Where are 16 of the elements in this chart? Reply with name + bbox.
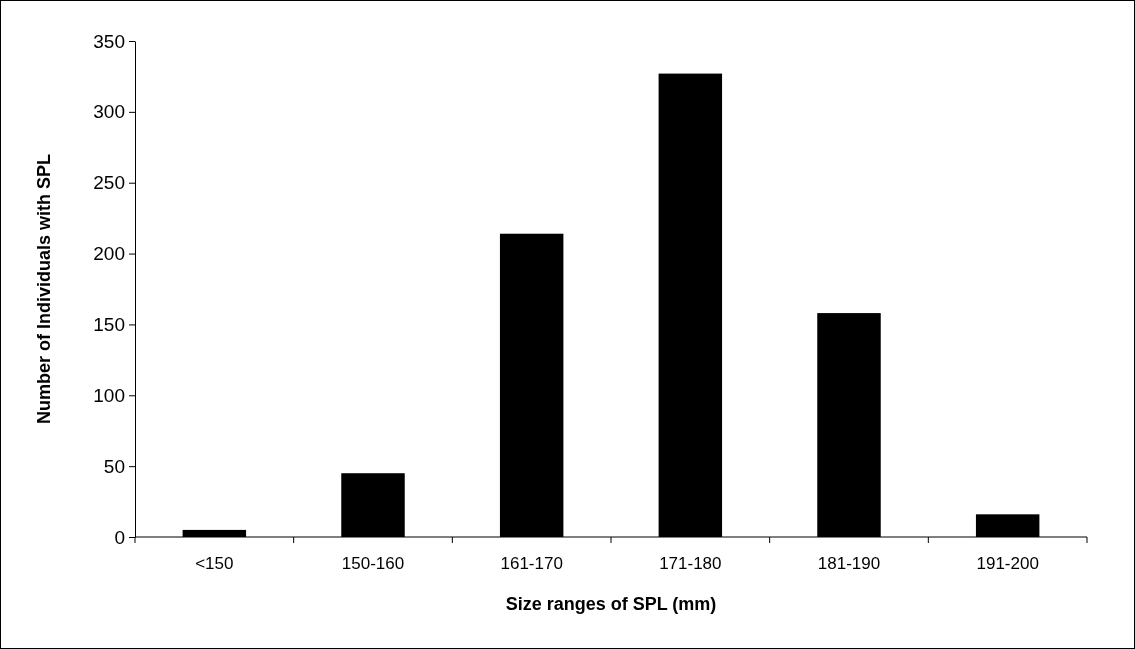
x-tick-label: <150 [195,554,234,573]
y-tick-label: 50 [103,455,125,477]
y-tick-label: 300 [93,101,125,123]
x-tick-label: 161-170 [500,554,563,573]
x-tick-label: 191-200 [976,554,1039,573]
y-tick-label: 250 [93,172,125,194]
y-tick-label: 350 [93,30,125,52]
x-tick-label: 171-180 [659,554,722,573]
y-tick-label: 200 [93,243,125,265]
x-axis-title: Size ranges of SPL (mm) [505,594,717,614]
y-tick-label: 150 [93,314,125,336]
y-axis-title: Number of Individuals with SPL [34,153,54,425]
x-tick-label: 150-160 [341,554,405,573]
x-tick-label: 181-190 [817,554,881,573]
y-tick-label: 100 [93,384,125,406]
y-tick-label: 0 [114,526,125,548]
